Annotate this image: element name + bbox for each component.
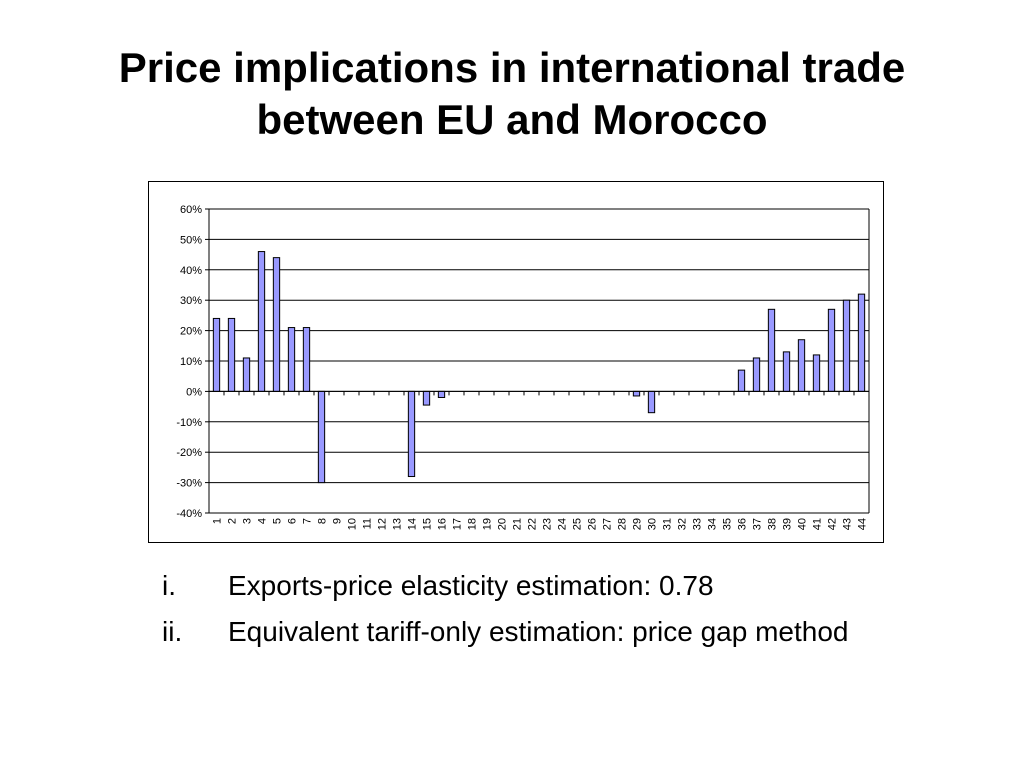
x-tick-label: 25 [572,518,584,530]
x-tick-label: 26 [587,518,599,530]
bullet-marker-1: i. [162,570,176,601]
bar [227,317,236,392]
bar [842,299,851,392]
bar [647,390,656,414]
bar [242,357,251,392]
bar [782,351,791,392]
bar [857,293,866,392]
bar [422,390,431,406]
bar [632,390,641,397]
x-tick-label: 5 [272,518,284,524]
bar [407,390,416,478]
y-tick-label: 20% [180,326,202,338]
x-tick-label: 9 [332,518,344,524]
y-tick-label: -30% [176,478,202,490]
x-tick-label: 34 [707,518,719,530]
bar [212,317,221,392]
y-tick-label: 50% [180,234,202,246]
slide-title: Price implications in international trad… [40,42,984,146]
chart-frame: 60% 50% 40% 30% 20% 10% 0% -10% -20% -30% -40% 1 2 3 4… [148,181,884,543]
x-tick-label: 41 [812,518,824,530]
bar [767,308,776,392]
bar [302,327,311,392]
slide-title-line-2: between EU and Morocco [256,96,768,143]
x-tick-label: 17 [452,518,464,530]
bar [317,390,326,484]
x-tick-label: 18 [467,518,479,530]
slide-title-line-1: Price implications in international trad… [118,44,906,91]
bullet-list: i. Exports-price elasticity estimation: … [162,568,882,660]
bullet-item-1: i. Exports-price elasticity estimation: … [162,568,882,604]
bullet-item-2: ii. Equivalent tariff-only estimation: p… [162,614,882,650]
bar [737,369,746,392]
x-tick-label: 39 [782,518,794,530]
bar [272,257,281,392]
bar [827,308,836,392]
y-tick-label: 30% [180,295,202,307]
bullet-marker-2: ii. [162,616,183,647]
x-tick-label: 28 [617,518,629,530]
x-tick-label: 21 [512,518,524,530]
x-tick-label: 27 [602,518,614,530]
bar [437,390,446,398]
x-tick-label: 11 [362,518,374,529]
x-tick-label: 30 [647,518,659,530]
bar [797,339,806,392]
x-tick-label: 19 [482,518,494,530]
y-tick-label: 60% [180,204,202,216]
x-tick-label: 2 [227,518,239,524]
x-tick-label: 31 [662,518,674,530]
x-tick-label: 36 [737,518,749,530]
x-tick-label: 4 [257,518,269,524]
x-tick-label: 12 [377,518,389,530]
x-tick-label: 14 [407,518,419,530]
x-tick-label: 43 [842,518,854,530]
x-tick-label: 16 [437,518,449,530]
bullet-text-1: Exports-price elasticity estimation: 0.7… [228,570,714,601]
x-tick-label: 35 [722,518,734,530]
x-tick-label: 33 [692,518,704,530]
x-tick-label: 23 [542,518,554,530]
x-tick-label: 13 [392,518,404,530]
y-tick-label: 40% [180,265,202,277]
y-tick-label: -40% [176,508,202,520]
bar [257,251,266,392]
y-tick-label: -20% [176,447,202,459]
x-tick-label: 24 [557,518,569,530]
x-tick-label: 20 [497,518,509,530]
bar-chart: 60%50%40%30%20%10%0%-10%-20%-30%-40%1 2 3 4… [176,204,870,530]
x-tick-label: 8 [317,518,329,524]
x-tick-label: 7 [302,518,314,524]
bullet-text-2: Equivalent tariff-only estimation: price… [228,616,849,647]
y-tick-label: 0% [186,386,202,398]
x-tick-label: 3 [242,518,254,524]
x-tick-label: 44 [857,518,869,530]
bar [812,354,821,392]
x-tick-label: 32 [677,518,689,530]
x-tick-label: 38 [767,518,779,530]
x-tick-label: 15 [422,518,434,530]
x-tick-label: 42 [827,518,839,530]
x-tick-label: 37 [752,518,764,530]
x-tick-label: 6 [287,518,299,524]
x-tick-label: 1 [212,518,224,524]
x-tick-label: 40 [797,518,809,530]
x-tick-label: 22 [527,518,539,530]
bar [287,327,296,392]
x-tick-label: 10 [347,518,359,530]
bar [752,357,761,392]
x-tick-label: 29 [632,518,644,530]
y-tick-label: -10% [176,417,202,429]
y-tick-label: 10% [180,356,202,368]
